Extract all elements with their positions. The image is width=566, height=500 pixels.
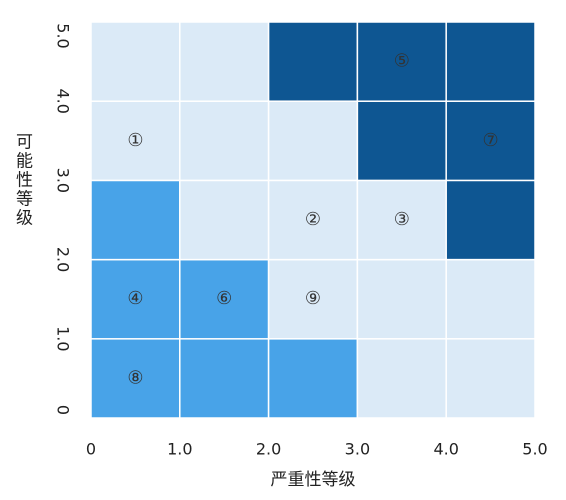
cell bbox=[356, 338, 447, 419]
cell bbox=[90, 21, 181, 102]
cell bbox=[445, 21, 536, 102]
y-tick-label: 2.0 bbox=[54, 247, 73, 272]
x-tick-label: 0 bbox=[86, 440, 96, 459]
cell-label: ⑦ bbox=[483, 130, 499, 151]
cell bbox=[267, 338, 359, 419]
y-tick-label: 4.0 bbox=[54, 88, 73, 113]
cell bbox=[179, 21, 270, 102]
cell bbox=[267, 179, 359, 261]
cell bbox=[90, 179, 181, 261]
y-tick-label: 1.0 bbox=[54, 326, 73, 351]
cell bbox=[445, 338, 536, 419]
cell bbox=[445, 179, 536, 261]
cell bbox=[356, 21, 447, 102]
cell bbox=[356, 179, 447, 261]
cell bbox=[179, 179, 270, 261]
y-tick-label: 0 bbox=[54, 405, 73, 415]
x-axis-title: 严重性等级 bbox=[271, 470, 356, 490]
cell-label: ⑧ bbox=[127, 367, 143, 388]
x-tick-label: 2.0 bbox=[256, 440, 281, 459]
x-tick-label: 3.0 bbox=[345, 440, 370, 459]
cell-label: ⑨ bbox=[305, 288, 321, 309]
cell bbox=[267, 21, 359, 102]
cell bbox=[179, 338, 270, 419]
cell bbox=[356, 258, 447, 340]
cell-label: ④ bbox=[127, 288, 143, 309]
cell-label: ① bbox=[127, 130, 143, 151]
x-tick-label: 4.0 bbox=[433, 440, 458, 459]
cell bbox=[267, 100, 359, 182]
x-tick-label: 5.0 bbox=[522, 440, 547, 459]
cell bbox=[445, 258, 536, 340]
cell-label: ⑥ bbox=[216, 288, 232, 309]
cell bbox=[179, 100, 270, 182]
x-tick-label: 1.0 bbox=[167, 440, 192, 459]
y-tick-label: 3.0 bbox=[54, 168, 73, 193]
cell-label: ③ bbox=[394, 209, 410, 230]
cell bbox=[356, 100, 447, 182]
y-axis-title: 可能性等级 bbox=[12, 133, 33, 228]
y-tick-label: 5.0 bbox=[54, 23, 73, 48]
cell-label: ② bbox=[305, 209, 321, 230]
cell bbox=[445, 100, 536, 182]
cell bbox=[90, 338, 181, 419]
cell-label: ⑤ bbox=[394, 51, 410, 72]
cell bbox=[90, 100, 181, 182]
cell bbox=[90, 258, 181, 340]
